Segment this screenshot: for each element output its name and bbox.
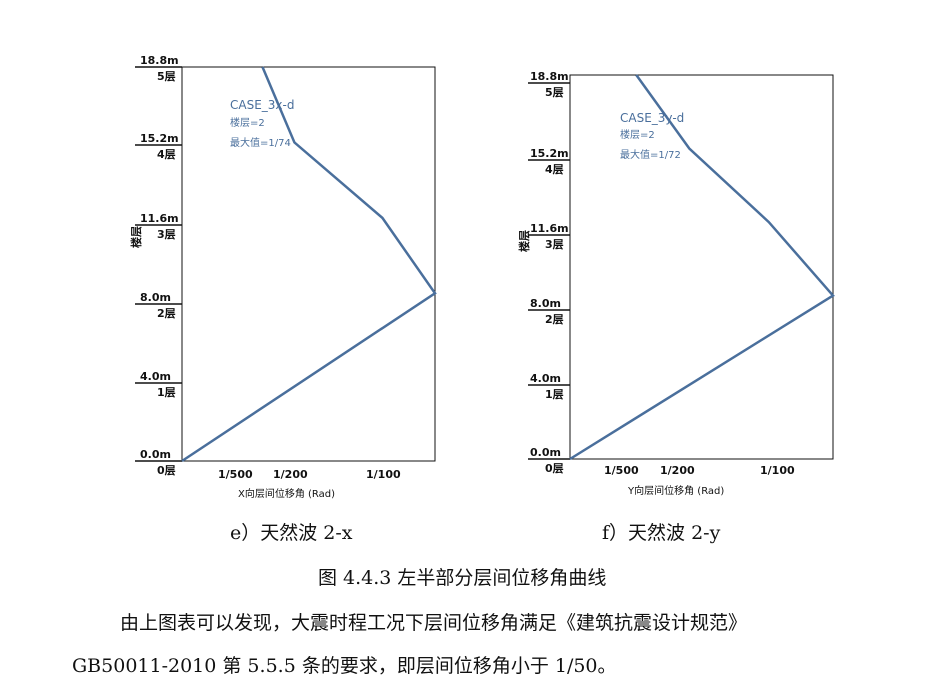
x-tick-label: 1/500: [604, 464, 639, 477]
chart-e: 18.8m5层15.2m4层11.6m3层8.0m2层4.0m1层0.0m0层 …: [129, 54, 437, 500]
legend-max: 最大值=1/72: [620, 148, 681, 161]
height-label: 4.0m: [140, 370, 171, 383]
height-label: 4.0m: [530, 372, 561, 385]
plot-frame: [569, 74, 834, 460]
legend-series-name: CASE_3x-d: [230, 98, 294, 112]
x-tick-labels: 1/500 1/200 1/100: [218, 468, 401, 481]
floor-label: 5层: [157, 70, 176, 83]
x-tick-label: 1/100: [366, 468, 401, 481]
floor-label: 0层: [545, 462, 564, 475]
legend-max: 最大值=1/74: [230, 136, 291, 149]
subcaption-f: f）天然波 2-y: [602, 522, 721, 544]
y-axis-label: 楼层: [129, 226, 143, 248]
legend-floor: 楼层=2: [230, 116, 265, 129]
floor-label: 3层: [545, 238, 564, 251]
height-label: 11.6m: [140, 212, 179, 225]
legend-floor: 楼层=2: [620, 128, 655, 141]
floor-label: 1层: [545, 388, 564, 401]
x-tick-label: 1/200: [273, 468, 308, 481]
series-line: [181, 66, 437, 463]
figure-caption: 图 4.4.3 左半部分层间位移角曲线: [318, 567, 607, 589]
height-label: 8.0m: [530, 297, 561, 310]
height-label: 11.6m: [530, 222, 569, 235]
height-label: 0.0m: [140, 448, 171, 461]
height-level-marks: 18.8m 5层 15.2m 4层 11.6m 3层 8.0m 2层 4.0m 1层 0.0m 0层: [135, 54, 182, 477]
height-label: 15.2m: [530, 147, 569, 160]
floor-label: 1层: [157, 386, 176, 399]
height-label: 15.2m: [140, 132, 179, 145]
paragraph-line-1: 由上图表可以发现，大震时程工况下层间位移角满足《建筑抗震设计规范》: [120, 612, 748, 634]
floor-label: 3层: [157, 228, 176, 241]
x-tick-label: 1/500: [218, 468, 253, 481]
y-axis-label: 楼层: [517, 230, 531, 252]
height-label: 18.8m: [530, 70, 569, 83]
x-axis-label: Y向层间位移角 (Rad): [627, 484, 724, 497]
floor-label: 4层: [157, 148, 176, 161]
floor-label: 4层: [545, 163, 564, 176]
height-level-marks: 18.8m 5层 15.2m 4层 11.6m 3层 8.0m 2层 4.0m 1层 0.0m 0层: [528, 70, 570, 475]
figure-svg: 18.8m5层15.2m4层11.6m3层8.0m2层4.0m1层0.0m0层 …: [129, 54, 835, 500]
paragraph-line-2: GB50011-2010 第 5.5.5 条的要求，即层间位移角小于 1/50。: [72, 655, 617, 677]
floor-label: 2层: [157, 307, 176, 320]
x-tick-label: 1/100: [760, 464, 795, 477]
height-label: 0.0m: [530, 446, 561, 459]
x-tick-labels: 1/500 1/200 1/100: [604, 464, 795, 477]
floor-label: 0层: [157, 464, 176, 477]
series-line: [569, 74, 835, 461]
x-tick-label: 1/200: [660, 464, 695, 477]
x-axis-label: X向层间位移角 (Rad): [238, 487, 335, 500]
height-label: 8.0m: [140, 291, 171, 304]
chart-f: 18.8m5层15.2m4层11.6m3层8.0m2层4.0m1层0.0m0层 …: [517, 70, 835, 497]
plot-frame: [181, 66, 436, 462]
height-label: 18.8m: [140, 54, 179, 67]
subcaption-e: e）天然波 2-x: [230, 522, 353, 544]
floor-label: 2层: [545, 313, 564, 326]
legend-series-name: CASE_3y-d: [620, 111, 684, 125]
floor-label: 5层: [545, 86, 564, 99]
